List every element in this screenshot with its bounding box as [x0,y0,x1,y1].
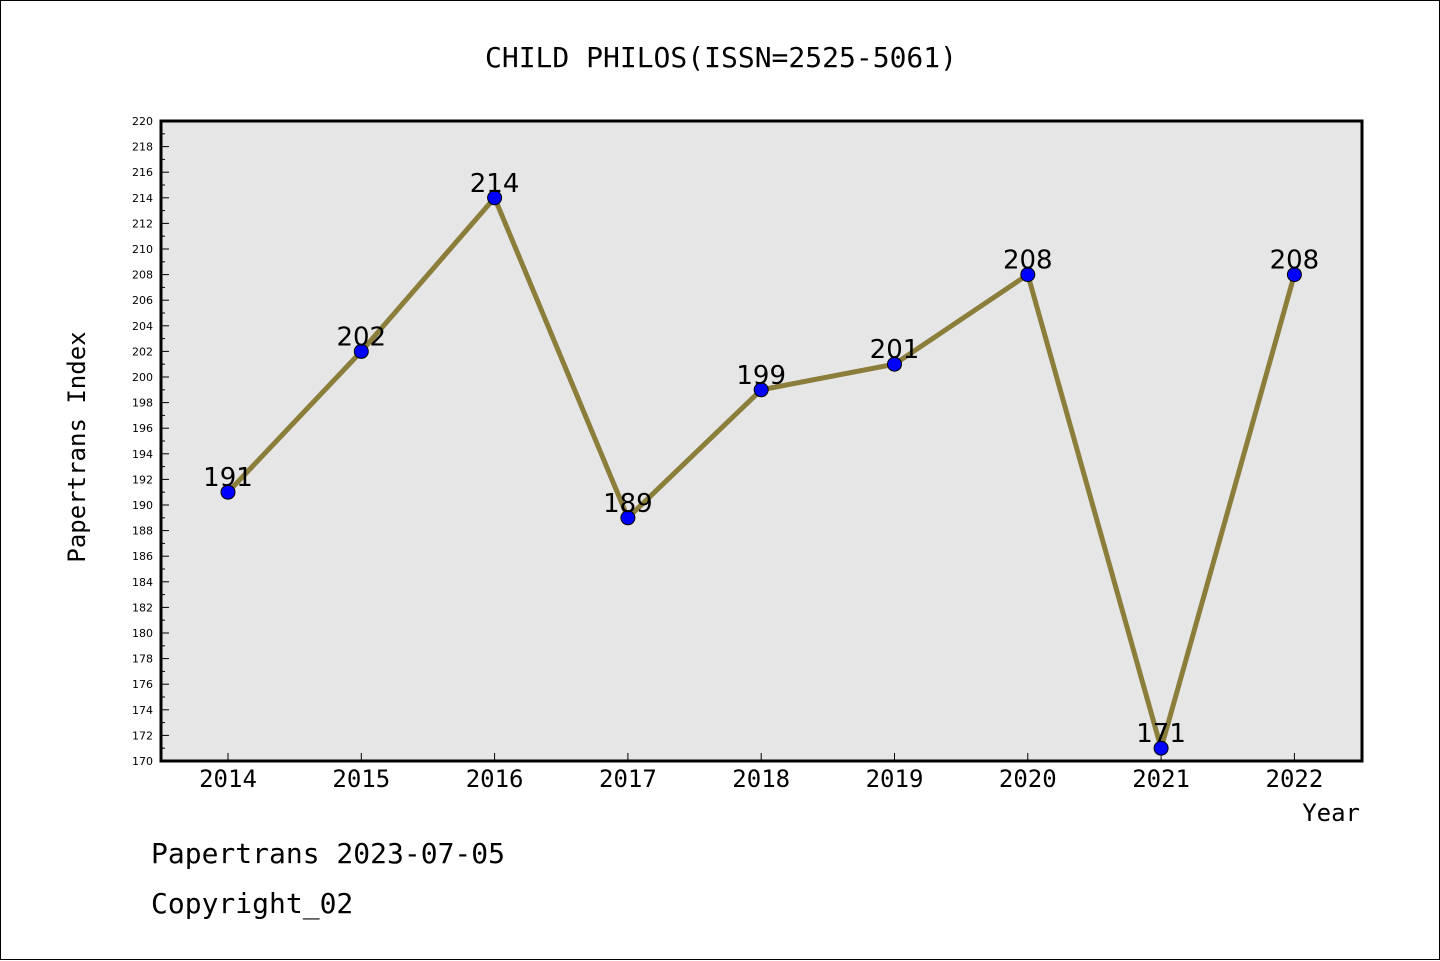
data-labels: 191 202 214 189 199 201 208 171 208 [203,169,1319,749]
x-tick-label: 2021 [1132,765,1190,793]
plot-area [159,119,1364,763]
footer-date: Papertrans 2023-07-05 [151,837,506,870]
data-series [220,190,1302,758]
data-point-2022 [1286,267,1302,283]
y-tick-label: 182 [132,601,153,614]
footer-copyright: Copyright_02 [151,887,354,920]
y-axis-label: Papertrans Index [63,331,91,562]
y-tick-label: 216 [132,166,153,179]
data-label: 191 [203,463,253,493]
chart-title: CHILD PHILOS(ISSN=2525-5061) [485,41,957,74]
data-point-2014 [220,484,236,500]
y-axis: 170 172 174 176 178 180 182 184 186 188 190 192 194 1… [132,115,169,768]
y-tick-label: 188 [132,525,153,538]
data-point-2018 [753,382,769,398]
x-tick-label: 2014 [199,765,257,793]
y-tick-label: 190 [132,499,153,512]
x-tick-label: 2019 [866,765,924,793]
data-point-2021 [1153,740,1169,756]
x-tick-label: 2015 [332,765,390,793]
y-tick-label: 194 [132,448,153,461]
y-tick-label: 218 [132,141,153,154]
data-label: 199 [736,361,786,391]
y-tick-label: 220 [132,115,153,128]
x-tick-label: 2017 [599,765,657,793]
x-axis: 2014 2015 2016 2017 2018 2019 2020 2021 2022 [199,753,1323,793]
x-axis-label: Year [1302,799,1360,827]
y-tick-label: 186 [132,550,153,563]
data-point-2017 [620,510,636,526]
y-tick-label: 178 [132,653,153,666]
y-tick-label: 180 [132,627,153,640]
x-tick-label: 2020 [999,765,1057,793]
data-point-2015 [353,343,369,359]
data-point-2019 [887,356,902,372]
y-tick-label: 184 [132,576,153,589]
data-label: 208 [1003,246,1053,276]
y-tick-label: 204 [132,320,153,333]
y-tick-label: 192 [132,473,153,486]
data-label: 189 [603,489,653,519]
data-label: 214 [470,169,520,199]
y-tick-label: 172 [132,729,153,742]
data-label: 171 [1136,719,1186,749]
y-tick-label: 206 [132,294,153,307]
y-tick-label: 208 [132,269,153,282]
data-point-2020 [1020,267,1036,283]
y-tick-label: 196 [132,422,153,435]
data-point-2016 [487,190,503,206]
x-tick-label: 2016 [466,765,524,793]
data-label: 201 [870,335,920,365]
data-label: 202 [336,322,386,352]
y-tick-label: 200 [132,371,153,384]
x-tick-label: 2018 [732,765,790,793]
y-tick-label: 176 [132,678,153,691]
y-tick-label: 174 [132,704,153,717]
y-tick-label: 202 [132,345,153,358]
y-tick-label: 210 [132,243,153,256]
x-tick-label: 2022 [1266,765,1324,793]
y-tick-label: 198 [132,397,153,410]
y-tick-label: 170 [132,755,153,768]
y-tick-label: 212 [132,217,153,230]
data-label: 208 [1270,246,1320,276]
y-tick-label: 214 [132,192,153,205]
